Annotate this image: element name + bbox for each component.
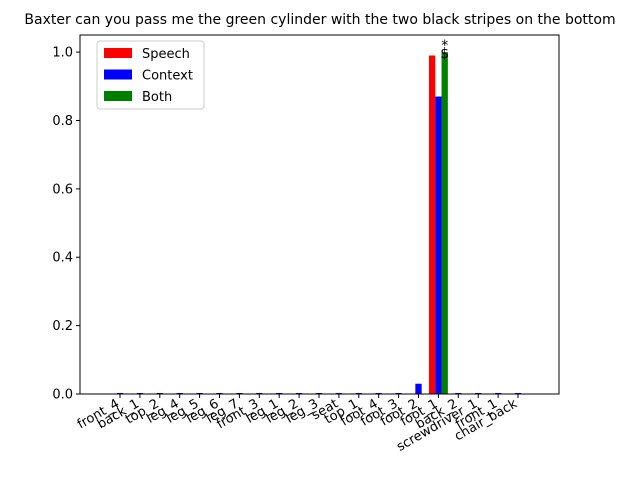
bar-context-foot_3 xyxy=(395,392,402,394)
bar-context-back_2 xyxy=(455,392,462,394)
bar-context-top_2 xyxy=(156,392,163,394)
bar-context-foot_4 xyxy=(375,392,382,394)
bar-annotation: * xyxy=(441,38,448,54)
bar-context-seat xyxy=(335,392,343,394)
y-tick-label: 1.0 xyxy=(52,46,73,61)
chart-title: Baxter can you pass me the green cylinde… xyxy=(24,12,615,28)
bar-context-front_3 xyxy=(256,392,263,394)
y-tick-label: 0.2 xyxy=(52,319,73,334)
y-tick-label: 0.6 xyxy=(52,182,73,197)
bar-context-foot_1 xyxy=(435,96,442,394)
plot-frame xyxy=(79,34,560,395)
bar-context-screwdriver_1 xyxy=(475,392,482,394)
bar-context-chair_back xyxy=(514,392,522,394)
legend-swatch-context xyxy=(104,69,132,80)
bar-both-foot_1 xyxy=(441,52,448,394)
y-tick-label: 0.4 xyxy=(52,251,73,266)
bar-context-leg_6 xyxy=(216,392,223,394)
bar-speech-foot_1 xyxy=(428,55,436,394)
bar-context-front_1 xyxy=(494,392,502,394)
bars-group xyxy=(116,52,522,394)
bar-annotation: $ xyxy=(440,46,449,62)
legend-swatch-speech xyxy=(104,48,132,58)
legend-label-speech: Speech xyxy=(142,47,190,62)
bar-context-top_1 xyxy=(355,392,362,394)
bar-context-leg_2 xyxy=(295,392,303,394)
legend-swatch-both xyxy=(104,91,132,101)
bar-context-front_4 xyxy=(116,392,124,394)
y-tick-label: 0.0 xyxy=(52,388,73,403)
bar-context-leg_3 xyxy=(315,392,323,394)
bar-context-leg_7 xyxy=(236,392,243,394)
y-tick-label: 0.8 xyxy=(52,114,73,129)
bar-context-foot_2 xyxy=(415,383,422,394)
bar-context-leg_4 xyxy=(176,392,183,394)
legend-label-both: Both xyxy=(142,90,172,105)
y-axis: 0.0 0.2 0.4 0.6 0.8 1.0 xyxy=(52,46,80,403)
bar-context-leg_5 xyxy=(196,392,203,394)
legend: Speech Context Both xyxy=(96,40,205,110)
bar-context-back_1 xyxy=(136,392,144,394)
bar-context-leg_1 xyxy=(276,392,283,394)
legend-label-context: Context xyxy=(142,69,193,84)
annotations: *$ xyxy=(440,38,449,62)
x-axis: front_4back_1top_2leg_4leg_5leg_6leg_7fr… xyxy=(75,394,520,455)
